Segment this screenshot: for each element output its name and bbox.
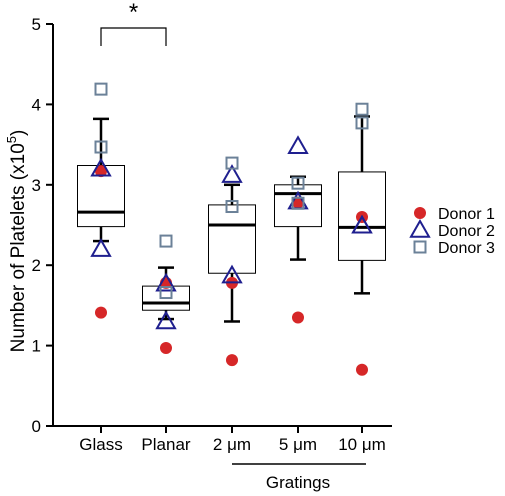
box-plot (338, 115, 386, 295)
legend-item: Donor 2 (409, 218, 495, 240)
square-point (291, 176, 305, 190)
group-label: Gratings (266, 473, 330, 492)
legend-item: Donor 1 (414, 206, 495, 223)
box-plot (77, 117, 125, 243)
square-point (94, 82, 108, 96)
significance-label: * (129, 0, 138, 26)
square-point (355, 116, 369, 130)
square-point (225, 156, 239, 170)
y-tick-label: 5 (32, 15, 41, 34)
circle-point (95, 306, 107, 319)
y-tick-label: 1 (32, 337, 41, 356)
y-tick-label: 4 (32, 95, 41, 114)
legend-circle-icon (414, 207, 426, 219)
circle-point (356, 363, 368, 376)
y-tick-label: 3 (32, 176, 41, 195)
significance-annotation: * (100, 0, 167, 46)
data-points (90, 82, 373, 376)
triangle-point (90, 157, 112, 177)
legend-item: Donor 3 (413, 240, 495, 257)
significance-bracket (100, 27, 167, 46)
square-point (159, 286, 173, 300)
triangle-point (221, 164, 243, 183)
legend-label: Donor 3 (438, 240, 495, 257)
triangle-point (90, 238, 112, 257)
y-tick-label: 0 (32, 417, 41, 436)
circle-point (160, 342, 172, 355)
square-point (225, 200, 239, 214)
circle-point (292, 311, 304, 324)
square-point (355, 102, 369, 116)
triangle-point (287, 135, 309, 154)
box (208, 204, 256, 274)
circle-point (95, 165, 107, 178)
triangle-point (155, 310, 177, 330)
x-tick-label: 10 μm (338, 435, 386, 454)
axes: 0 1 2 3 4 5 Glass Planar 2 μm 5 μm 10 μm Gratings (32, 15, 392, 492)
legend-label: Donor 1 (438, 206, 495, 223)
legend-square-icon (413, 240, 427, 254)
square-point (94, 140, 108, 154)
circle-point (226, 354, 238, 367)
box-plot (208, 183, 256, 323)
box-plots (77, 115, 386, 323)
x-tick-label: Planar (141, 435, 190, 454)
square-point (159, 234, 173, 248)
legend-triangle-icon (409, 218, 431, 238)
y-tick-label: 2 (32, 256, 41, 275)
y-axis-label: Number of Platelets (x105) (4, 130, 29, 353)
x-tick-label: Glass (79, 435, 122, 454)
triangle-point (155, 272, 177, 292)
triangle-point (351, 214, 373, 234)
x-tick-label: 5 μm (279, 435, 317, 454)
legend-label: Donor 2 (438, 223, 495, 240)
x-tick-label: 2 μm (213, 435, 251, 454)
triangle-point (221, 264, 243, 284)
square-point (291, 196, 305, 210)
